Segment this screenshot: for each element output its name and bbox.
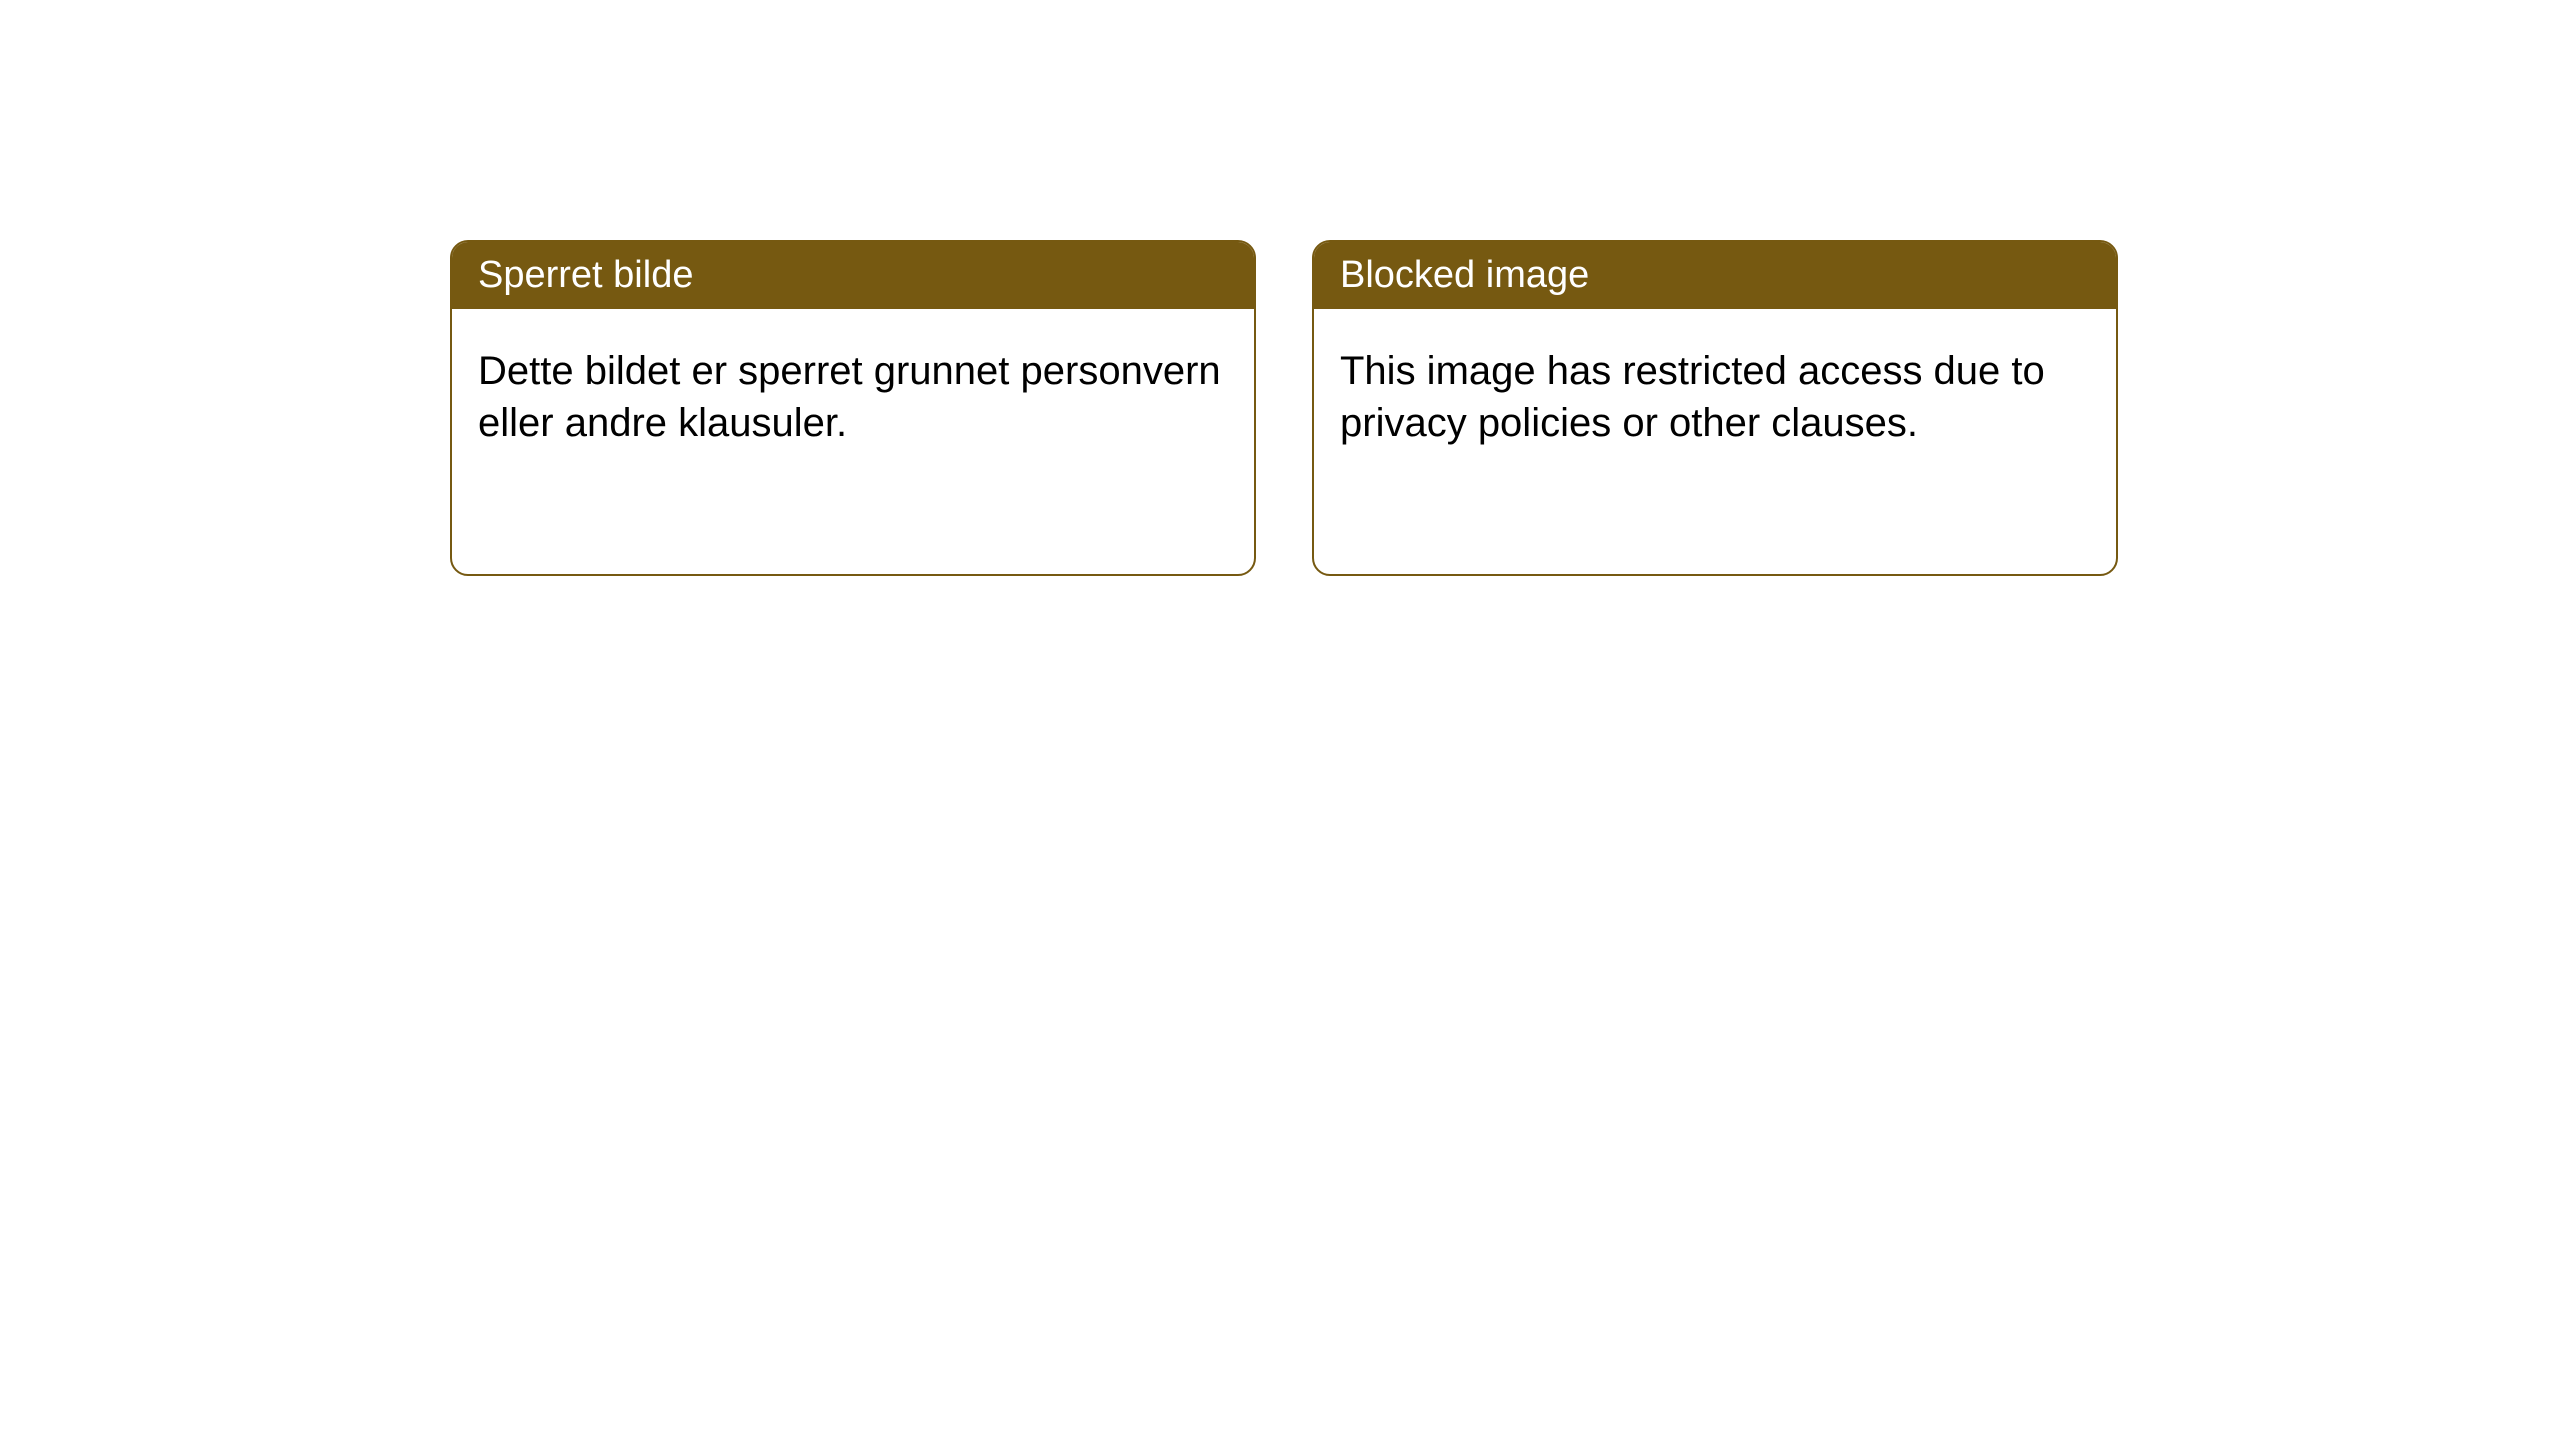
notice-body: This image has restricted access due to … [1314, 309, 2116, 485]
notice-header: Sperret bilde [452, 242, 1254, 309]
notices-container: Sperret bilde Dette bildet er sperret gr… [0, 0, 2560, 576]
notice-card-english: Blocked image This image has restricted … [1312, 240, 2118, 576]
notice-title: Sperret bilde [478, 254, 693, 296]
notice-title: Blocked image [1340, 254, 1589, 296]
notice-body: Dette bildet er sperret grunnet personve… [452, 309, 1254, 485]
notice-header: Blocked image [1314, 242, 2116, 309]
notice-text: This image has restricted access due to … [1340, 349, 2045, 445]
notice-text: Dette bildet er sperret grunnet personve… [478, 349, 1221, 445]
notice-card-norwegian: Sperret bilde Dette bildet er sperret gr… [450, 240, 1256, 576]
